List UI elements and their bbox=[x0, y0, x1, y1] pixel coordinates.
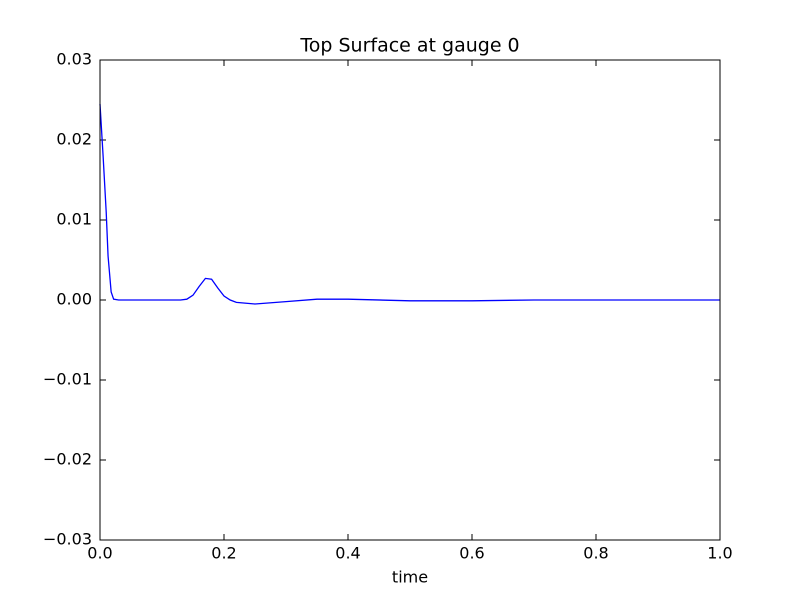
y-tick-label: 0.03 bbox=[56, 50, 92, 69]
y-tick-label: 0.01 bbox=[56, 210, 92, 229]
x-tick-label: 0.6 bbox=[459, 544, 484, 563]
chart-title: Top Surface at gauge 0 bbox=[299, 35, 519, 57]
y-tick-label: 0.02 bbox=[56, 130, 92, 149]
data-line bbox=[99, 103, 720, 305]
x-tick-label: 0.8 bbox=[583, 544, 608, 563]
x-tick-label: 0.4 bbox=[335, 544, 360, 563]
plot-frame bbox=[99, 59, 721, 541]
x-tick-label: 0.2 bbox=[211, 544, 236, 563]
x-tick-label: 0.0 bbox=[87, 544, 112, 563]
y-tick-label: 0.00 bbox=[56, 290, 92, 309]
y-tick-label: −0.03 bbox=[43, 530, 92, 549]
y-tick-label: −0.01 bbox=[43, 370, 92, 389]
x-axis-label: time bbox=[392, 568, 428, 587]
y-tick-label: −0.02 bbox=[43, 450, 92, 469]
x-tick-label: 1.0 bbox=[707, 544, 732, 563]
